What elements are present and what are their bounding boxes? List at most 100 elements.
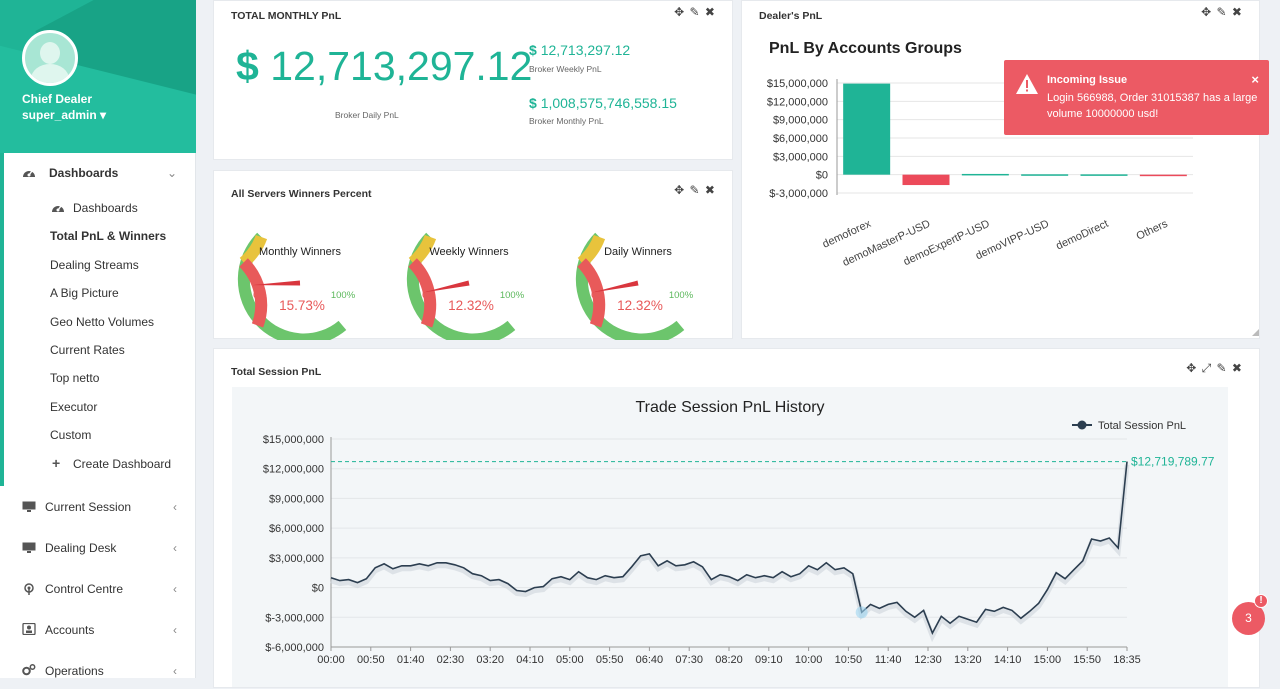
y-tick-label: $15,000,000 <box>767 78 828 90</box>
avatar[interactable] <box>22 30 78 86</box>
sidebar-item-operations[interactable]: Operations <box>45 664 104 678</box>
gauge-max-label: 100% <box>331 290 356 301</box>
sidebar-subitem-dashboards[interactable]: Dashboards <box>73 201 138 215</box>
panel-tools[interactable]: ✥ ✎ ✖ <box>674 183 716 197</box>
winners-percent-panel: All Servers Winners Percent ✥ ✎ ✖ Monthl… <box>213 170 733 340</box>
legend-marker <box>1077 420 1087 430</box>
y-tick-label: $-6,000,000 <box>265 642 324 654</box>
active-section-marker <box>0 153 4 486</box>
daily-pnl-caption: Broker Daily PnL <box>335 110 399 120</box>
plus-icon: + <box>52 455 61 471</box>
y-tick-label: $6,000,000 <box>269 523 324 535</box>
current-value-label: $12,719,789.77 <box>1131 455 1215 469</box>
y-tick-label: $3,000,000 <box>773 151 828 163</box>
toast-title: Incoming Issue <box>1047 74 1128 86</box>
sidebar-item-current-session[interactable]: Current Session <box>45 500 132 514</box>
chart-background <box>232 387 1228 687</box>
y-tick-label: $0 <box>816 170 828 182</box>
total-session-pnl-panel: Total Session PnL ✥ ⤢ ✎ ✖ Trade Session … <box>213 348 1260 688</box>
sidebar-item-control-centre[interactable]: Control Centre <box>45 582 124 596</box>
chevron-left-icon: ‹ <box>173 623 177 637</box>
x-tick-label: 02:30 <box>437 654 465 666</box>
panel-tools[interactable]: ✥ ✎ ✖ <box>674 5 716 19</box>
pnl-by-groups-chart: PnL By Accounts Groups $15,000,000 $12,000… <box>767 40 1259 336</box>
panel-title: TOTAL MONTHLY PnL <box>231 10 342 22</box>
hover-point[interactable] <box>855 606 868 619</box>
bar[interactable] <box>961 173 1009 176</box>
gauge-label: Weekly Winners <box>429 246 509 258</box>
monthly-pnl-value: $ 1,008,575,746,558.15 <box>529 95 677 111</box>
daily-pnl-value: $ 12,713,297.12 <box>236 43 533 89</box>
bar[interactable] <box>1080 174 1128 176</box>
user-menu-toggle[interactable]: super_admin ▾ <box>22 108 107 122</box>
sidebar-subitem-current-rates[interactable]: Current Rates <box>50 343 125 357</box>
x-tick-label: 15:00 <box>1034 654 1062 666</box>
sidebar-subitem-big-picture[interactable]: A Big Picture <box>50 286 119 300</box>
total-monthly-pnl-panel: TOTAL MONTHLY PnL ✥ ✎ ✖ $ 12,713,297.12 … <box>213 0 733 160</box>
monitor-icon <box>22 542 36 554</box>
x-tick-label: Others <box>1135 218 1170 243</box>
bar[interactable] <box>1021 174 1069 176</box>
gauge-value: 12.32% <box>448 298 494 313</box>
sidebar-subitem-geo-netto-volumes[interactable]: Geo Netto Volumes <box>50 315 155 329</box>
gauge-value: 12.32% <box>617 298 663 313</box>
monitor-icon <box>22 501 36 513</box>
x-tick-label: 03:20 <box>476 654 504 666</box>
gauge-label: Monthly Winners <box>259 246 341 258</box>
chevron-down-icon: ⌄ <box>166 166 177 180</box>
chart-title: Trade Session PnL History <box>635 399 824 416</box>
sidebar-item-dashboards[interactable]: Dashboards <box>49 166 119 180</box>
x-tick-label: 06:40 <box>636 654 664 666</box>
weekly-pnl-caption: Broker Weekly PnL <box>529 64 602 74</box>
sidebar-item-dealing-desk[interactable]: Dealing Desk <box>45 541 117 555</box>
legend-label[interactable]: Total Session PnL <box>1098 420 1186 432</box>
gauge-arc-low <box>239 258 268 328</box>
sidebar-subitem-executor[interactable]: Executor <box>50 400 98 414</box>
series-line-total-session-pnl[interactable] <box>330 461 1128 636</box>
sidebar-subitem-custom[interactable]: Custom <box>50 428 92 442</box>
gauge-label: Daily Winners <box>604 246 672 258</box>
bar[interactable] <box>1139 174 1187 177</box>
chevron-left-icon: ‹ <box>173 500 177 514</box>
bar[interactable] <box>843 83 891 175</box>
gauge-needle <box>422 280 470 293</box>
notification-badge[interactable]: 3 ! <box>1232 594 1268 635</box>
incoming-issue-toast: Incoming Issue Login 566988, Order 31015… <box>1004 60 1269 135</box>
sidebar-subitem-total-pnl-winners[interactable]: Total PnL & Winners <box>50 229 167 243</box>
bar[interactable] <box>902 174 950 186</box>
x-tick-label: 08:20 <box>715 654 743 666</box>
dealers-pnl-panel: Dealer's PnL ✥ ✎ ✖ PnL By Accounts Group… <box>741 0 1260 339</box>
panel-tools[interactable]: ✥ ⤢ ✎ ✖ <box>1186 361 1243 375</box>
y-tick-label: $15,000,000 <box>263 434 324 446</box>
x-tick-label: 04:10 <box>516 654 544 666</box>
x-tick-label: 15:50 <box>1073 654 1101 666</box>
y-tick-label: $-3,000,000 <box>265 612 324 624</box>
gears-icon <box>22 664 36 676</box>
x-tick-label: 09:10 <box>755 654 783 666</box>
x-tick-label: 12:30 <box>914 654 942 666</box>
gauge-value: 15.73% <box>279 298 325 313</box>
x-tick-label: 05:00 <box>556 654 584 666</box>
sidebar-subitem-dealing-streams[interactable]: Dealing Streams <box>50 258 139 272</box>
gauge-max-label: 100% <box>500 290 525 301</box>
monthly-pnl-caption: Broker Monthly PnL <box>529 116 604 126</box>
toast-close-button[interactable]: × <box>1251 72 1259 87</box>
weekly-pnl-value: $ 12,713,297.12 <box>529 42 631 58</box>
broadcast-icon <box>22 583 36 595</box>
x-tick-label: 00:50 <box>357 654 385 666</box>
x-tick-label: 05:50 <box>596 654 624 666</box>
y-tick-label: $0 <box>312 583 324 595</box>
panel-tools[interactable]: ✥ ✎ ✖ <box>1201 5 1243 19</box>
sidebar-item-accounts[interactable]: Accounts <box>45 623 95 637</box>
user-role: Chief Dealer <box>22 92 93 106</box>
y-tick-label: $6,000,000 <box>773 133 828 145</box>
y-tick-label: $9,000,000 <box>773 115 828 127</box>
gauge-min-label: 0% <box>422 290 436 301</box>
sidebar-subitem-top-netto[interactable]: Top netto <box>50 371 100 385</box>
resize-handle-icon[interactable] <box>1252 329 1259 336</box>
y-tick-label: $12,000,000 <box>263 464 324 476</box>
create-dashboard-link[interactable]: Create Dashboard <box>73 457 172 471</box>
panel-title: Dealer's PnL <box>759 10 823 22</box>
alert-icon: ! <box>1254 594 1268 608</box>
gauge-needle <box>252 280 301 286</box>
